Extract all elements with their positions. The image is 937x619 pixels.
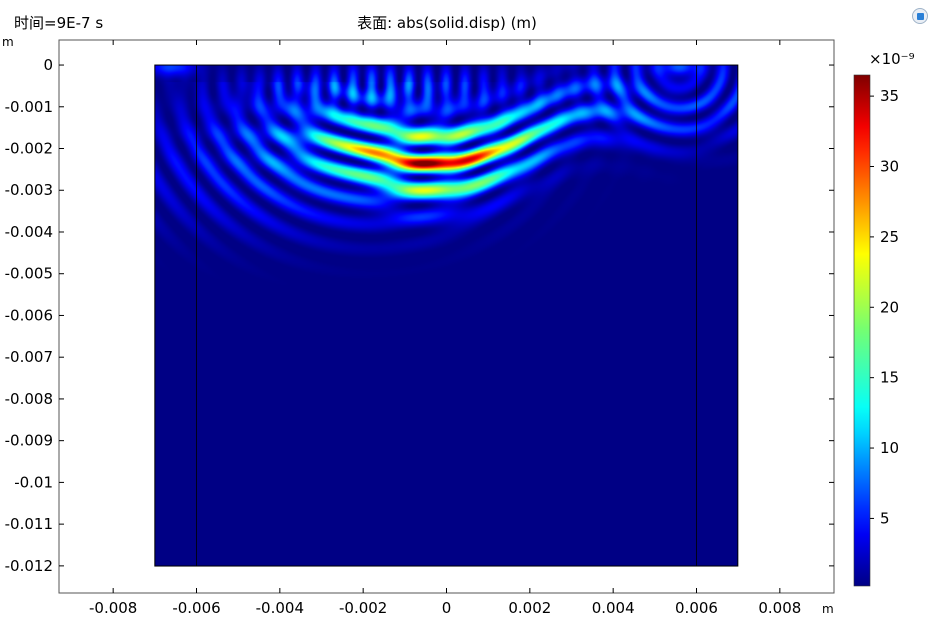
- colorbar-tick-label: 5: [880, 509, 890, 527]
- y-tick-label: -0.005: [5, 265, 53, 283]
- domain-boundary: [154, 64, 739, 567]
- x-axis-ticks: -0.008 -0.006 -0.004 -0.002 0 0.002 0.004 0.006…: [89, 40, 801, 617]
- colorbar-gradient: [853, 74, 871, 587]
- x-axis-label: m: [822, 602, 834, 616]
- colorbar-tick-label: 10: [880, 439, 899, 457]
- colorbar-tick-label: 20: [880, 298, 899, 316]
- y-tick-label: -0.002: [5, 140, 53, 158]
- field-domain: [154, 64, 739, 567]
- colorbar-tick-label: 25: [880, 228, 899, 246]
- y-tick-label: -0.006: [5, 306, 53, 324]
- colorbar-tick-label: 15: [880, 369, 899, 387]
- y-tick-label: -0.009: [5, 432, 53, 450]
- time-label: 时间=9E-7 s: [14, 14, 103, 32]
- y-tick-label: -0.012: [5, 557, 53, 575]
- y-tick-label: -0.008: [5, 390, 53, 408]
- x-tick-label: 0.002: [508, 599, 551, 617]
- x-tick-label: 0.004: [592, 599, 635, 617]
- x-tick-label: -0.006: [172, 599, 220, 617]
- chart-title: 表面: abs(solid.disp) (m): [357, 14, 537, 32]
- x-tick-label: -0.002: [339, 599, 387, 617]
- x-tick-label: 0.006: [675, 599, 718, 617]
- x-tick-label: 0.008: [758, 599, 801, 617]
- y-axis-ticks: 0 -0.001 -0.002 -0.003 -0.004 -0.005 -0.006 -0.…: [5, 56, 834, 575]
- y-tick-label: -0.003: [5, 181, 53, 199]
- y-tick-label: -0.004: [5, 223, 53, 241]
- x-tick-label: -0.004: [256, 599, 304, 617]
- y-tick-label: -0.01: [14, 473, 53, 491]
- y-tick-label: 0: [43, 56, 53, 74]
- displacement-field-image: [154, 65, 738, 567]
- x-tick-label: 0: [442, 599, 452, 617]
- colorbar-tick-label: 30: [880, 158, 899, 176]
- y-tick-label: -0.011: [5, 515, 53, 533]
- colorbar-unit-label: ×10⁻⁹: [869, 50, 915, 68]
- y-tick-label: -0.001: [5, 98, 53, 116]
- colorbar-tick-label: 35: [880, 87, 899, 105]
- x-tick-label: -0.008: [89, 599, 137, 617]
- y-tick-label: -0.007: [5, 348, 53, 366]
- colorbar: ×10⁻⁹ 5 10 15 20 25 30 35: [853, 50, 915, 587]
- comsol-logo-icon: [912, 8, 928, 24]
- y-axis-label: m: [2, 35, 14, 49]
